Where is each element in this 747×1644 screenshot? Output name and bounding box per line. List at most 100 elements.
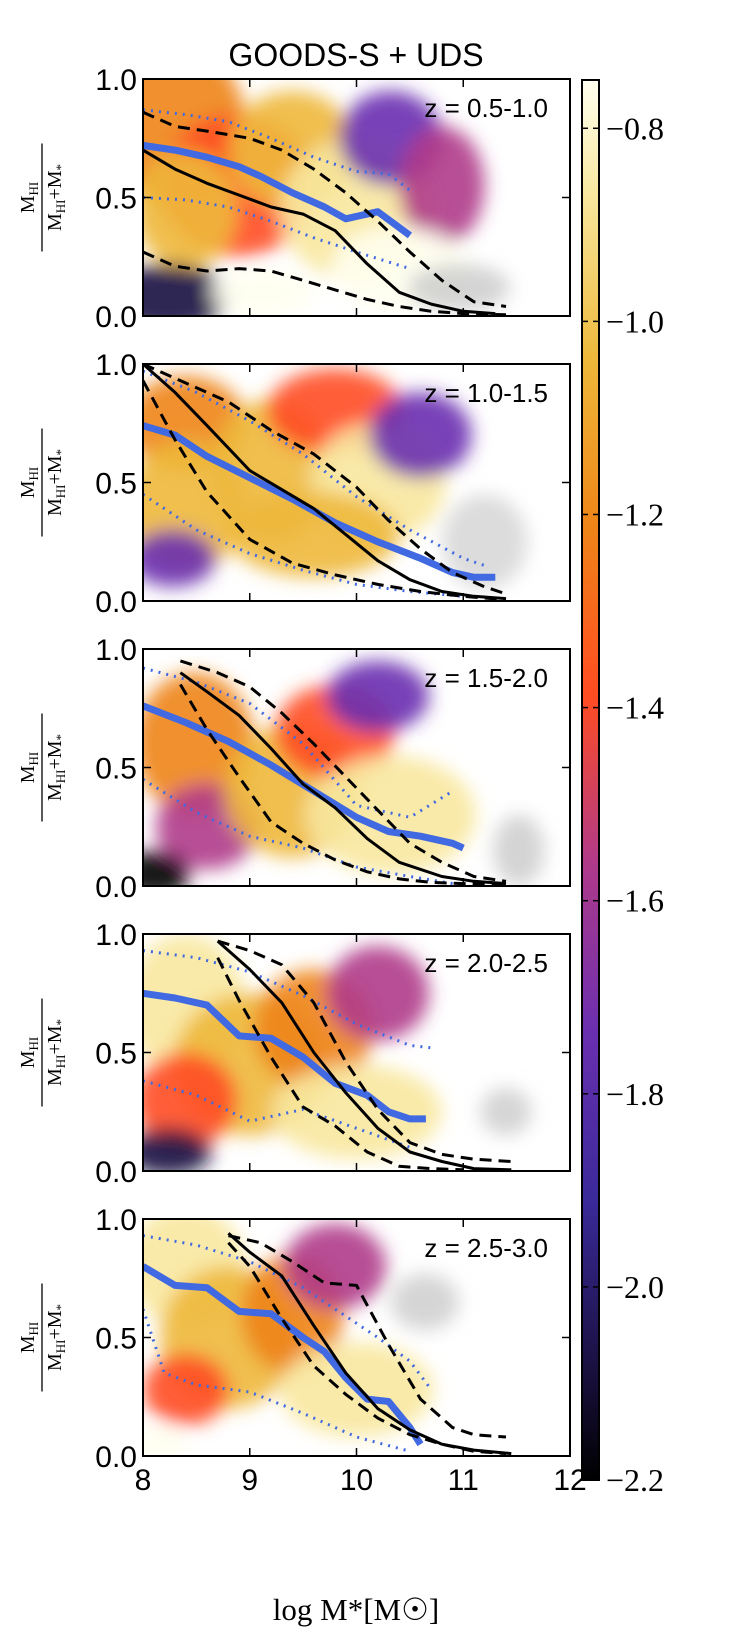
heat-blob (143, 150, 237, 269)
heat-blob (271, 1064, 442, 1160)
colorbar-tick-label: −2.0 (606, 1269, 664, 1305)
black-dashed-upper-line (179, 659, 507, 883)
y-tick-label: 1.0 (95, 64, 137, 97)
black-dashed-lower-line (216, 957, 464, 1171)
black-dashed-upper-line (143, 364, 507, 596)
y-label-denominator: MHI+M* (44, 1019, 68, 1086)
y-label-numerator: MHI (17, 1037, 41, 1069)
y-label-numerator: MHI (17, 1322, 41, 1354)
black-dashed-upper-line (228, 1234, 507, 1439)
y-tick-label: 0.0 (95, 1156, 137, 1189)
heat-blob (228, 491, 400, 578)
density-heatmap (143, 934, 532, 1171)
y-tick-label: 0.5 (95, 1323, 137, 1356)
heat-blob (143, 529, 216, 587)
x-tick-label: 8 (135, 1464, 152, 1497)
blue-median-line (143, 989, 426, 1123)
y-label-denominator: MHI+M* (44, 734, 68, 801)
heat-blob (326, 945, 430, 1041)
panel-label: z = 2.5-3.0 (424, 1233, 548, 1263)
black-median-line (216, 939, 512, 1171)
black-dashed-lower-line (143, 250, 507, 316)
y-label-numerator: MHI (17, 752, 41, 784)
blue-median-line (143, 1263, 424, 1447)
black-median-line (143, 364, 507, 601)
heat-blob (305, 755, 477, 875)
heat-blob (407, 263, 511, 312)
y-tick-label: 0.0 (95, 871, 137, 904)
colorbar-tick-label: −1.8 (606, 1076, 664, 1112)
y-tick-label: 1.0 (95, 919, 137, 952)
x-tick-label: 10 (340, 1464, 373, 1497)
black-median-line (179, 671, 507, 886)
black-dashed-lower-line (227, 1241, 507, 1456)
heat-blob (399, 126, 485, 245)
heat-blob (143, 1425, 186, 1456)
heat-blob (480, 1088, 532, 1136)
y-tick-label: 0.5 (95, 1038, 137, 1071)
panel-label: z = 2.0-2.5 (424, 948, 548, 978)
y-tick-label: 0.0 (95, 586, 137, 619)
blue-median-line (143, 702, 465, 852)
y-tick-label: 0.5 (95, 468, 137, 501)
black-median-line (227, 1232, 512, 1456)
y-tick-label: 1.0 (95, 1204, 137, 1237)
colorbar-gradient (581, 79, 600, 1481)
panel-label: z = 0.5-1.0 (424, 93, 548, 123)
y-tick-label: 1.0 (95, 349, 137, 382)
y-tick-label: 1.0 (95, 634, 137, 667)
x-tick-label: 9 (241, 1464, 258, 1497)
density-heatmap (143, 79, 511, 316)
heat-blob (143, 850, 190, 886)
chart-title: GOODS-S + UDS (228, 37, 483, 73)
colorbar: −0.8 −1.0 −1.2 −1.4 −1.6 −1.8 −2.0 −2.2 (581, 79, 664, 1498)
panel-label: z = 1.0-1.5 (424, 378, 548, 408)
colorbar-tick-label: −1.6 (606, 883, 664, 919)
heat-blob (211, 268, 314, 316)
colorbar-tick-label: −1.2 (606, 496, 664, 532)
heat-blob (143, 263, 229, 316)
y-label-denominator: MHI+M* (44, 449, 68, 516)
x-tick-label: 11 (448, 1464, 479, 1497)
y-label-denominator: MHI+M* (44, 164, 68, 231)
heat-blob (143, 1128, 212, 1171)
y-tick-label: 0.5 (95, 753, 137, 786)
y-label-numerator: MHI (17, 182, 41, 214)
black-dashed-upper-line (217, 939, 512, 1163)
colorbar-tick-label: −1.4 (606, 690, 664, 726)
heat-blob (143, 1354, 229, 1426)
blue-dotted-lower-line (143, 493, 464, 598)
x-axis-label: log M*[M☉] (273, 1592, 439, 1627)
y-tick-label: 0.5 (95, 183, 137, 216)
black-dashed-lower-line (143, 379, 507, 601)
colorbar-tick-label: −2.2 (606, 1462, 664, 1498)
black-median-line (143, 148, 496, 316)
heat-blob (369, 392, 472, 478)
colorbar-tick-label: −1.0 (606, 303, 664, 339)
black-dashed-upper-line (143, 110, 507, 308)
y-label-numerator: MHI (17, 467, 41, 499)
heat-blob (143, 1052, 237, 1148)
colorbar-tick-label: −0.8 (606, 110, 664, 146)
x-axis: 8 9 10 11 12 (135, 1464, 587, 1497)
heat-blob (493, 814, 545, 886)
black-dashed-lower-line (179, 683, 507, 886)
heat-blob (326, 660, 430, 732)
heat-blob (283, 1223, 387, 1310)
blue-median-line (143, 141, 412, 239)
heat-blob (441, 494, 528, 590)
panel-label: z = 1.5-2.0 (424, 663, 548, 693)
heat-blob (390, 1273, 459, 1331)
y-tick-label: 0.0 (95, 1441, 137, 1474)
